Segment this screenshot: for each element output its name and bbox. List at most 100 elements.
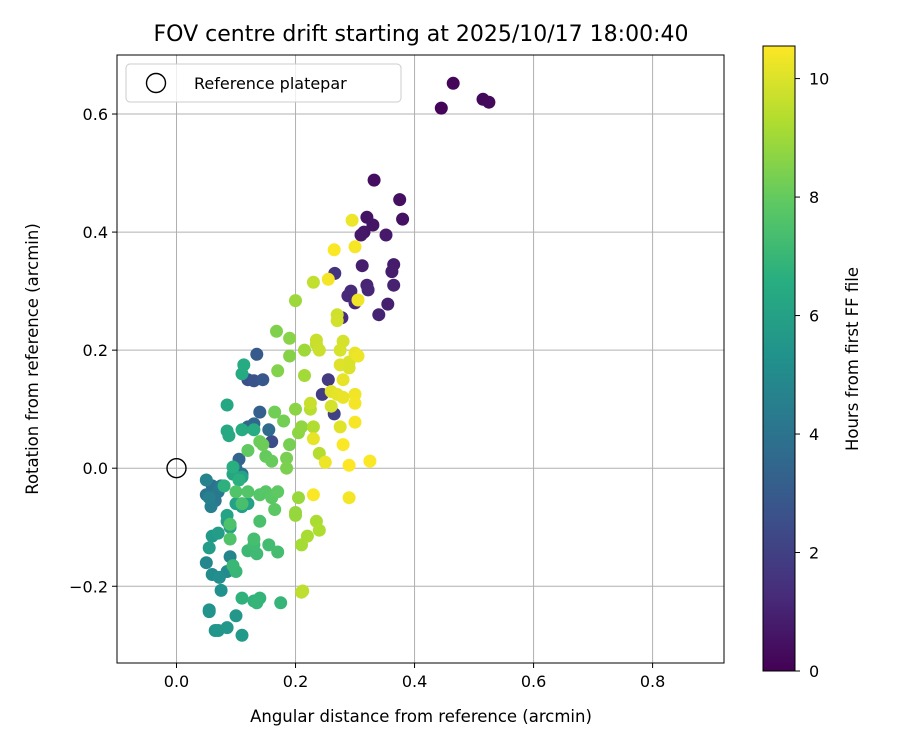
data-point — [342, 361, 356, 375]
data-point — [235, 423, 249, 437]
data-point — [277, 414, 291, 428]
data-points — [199, 76, 496, 642]
data-point — [220, 398, 234, 412]
data-point — [289, 402, 302, 416]
y-tick-label: 0.2 — [83, 341, 108, 360]
data-point — [217, 479, 231, 493]
data-point — [303, 396, 317, 410]
data-point — [351, 349, 365, 363]
data-point — [270, 324, 283, 338]
y-tick-label: 0.6 — [83, 105, 108, 124]
legend: Reference platepar — [125, 63, 402, 103]
data-point — [271, 485, 285, 499]
data-point — [253, 514, 267, 528]
data-point — [348, 415, 362, 429]
plot-frame — [116, 54, 725, 664]
data-point — [229, 485, 243, 499]
data-point — [223, 517, 237, 531]
data-point — [361, 283, 375, 297]
data-point — [222, 429, 236, 443]
data-point — [214, 583, 228, 597]
data-point — [298, 369, 311, 382]
data-point — [298, 343, 311, 357]
data-point — [306, 420, 320, 434]
data-point — [482, 95, 496, 109]
data-point — [235, 628, 249, 642]
y-tick-label: −0.2 — [69, 577, 108, 596]
data-point — [283, 349, 297, 363]
data-point — [250, 596, 264, 610]
data-point — [324, 399, 338, 413]
data-point — [289, 508, 302, 522]
data-point — [289, 294, 302, 308]
data-point — [330, 314, 344, 328]
data-point — [385, 265, 399, 279]
legend-open-circle-icon — [145, 72, 167, 94]
data-point — [271, 364, 285, 378]
data-point — [348, 387, 362, 401]
y-tick-label: 0.4 — [83, 223, 108, 242]
data-point — [333, 343, 347, 357]
x-axis-label: Angular distance from reference (arcmin) — [250, 707, 592, 726]
data-point — [199, 556, 213, 570]
data-point — [351, 293, 365, 307]
data-point — [446, 76, 460, 90]
data-point — [336, 390, 350, 404]
data-point — [363, 454, 377, 468]
data-point — [342, 458, 356, 472]
data-point — [256, 438, 270, 452]
y-tick-label: 0.0 — [83, 459, 108, 478]
data-point — [202, 541, 216, 555]
data-point — [232, 473, 246, 487]
data-point — [226, 559, 240, 573]
reference-marker — [166, 458, 187, 479]
data-point — [250, 347, 264, 361]
data-point — [393, 193, 407, 207]
colorbar-label: Hours from first FF file — [843, 267, 862, 451]
data-point — [202, 491, 216, 505]
data-point — [212, 570, 226, 584]
data-point — [336, 373, 350, 387]
data-point — [333, 420, 347, 434]
data-point — [342, 491, 356, 505]
data-point — [348, 240, 362, 254]
x-axis-ticks: 0.0 0.2 0.4 0.6 0.8 — [164, 663, 665, 691]
data-point — [247, 423, 261, 437]
data-point — [241, 444, 255, 457]
data-point — [241, 485, 255, 499]
data-point — [300, 529, 314, 543]
colorbar-tick-label: 2 — [809, 544, 819, 563]
data-point — [355, 259, 369, 273]
data-point — [312, 343, 326, 357]
data-point — [253, 405, 267, 419]
data-point — [211, 526, 225, 540]
colorbar-tick-label: 0 — [809, 662, 819, 681]
data-point — [344, 284, 358, 298]
data-point — [283, 331, 297, 345]
data-point — [268, 503, 282, 516]
x-tick-label: 0.8 — [640, 672, 665, 691]
y-axis-ticks: −0.2 0.0 0.2 0.4 0.6 — [69, 105, 117, 596]
colorbar-tick-label: 8 — [809, 188, 819, 207]
data-point — [434, 101, 448, 115]
data-point — [268, 405, 282, 419]
colorbar: 0 2 4 6 8 10 Hours from first FF file — [762, 45, 862, 681]
data-point — [318, 455, 332, 469]
x-tick-label: 0.2 — [283, 672, 308, 691]
legend-label: Reference platepar — [194, 74, 347, 93]
data-point — [202, 605, 216, 619]
data-point — [312, 523, 326, 537]
reference-platepar-point — [166, 458, 187, 479]
data-point — [237, 358, 251, 372]
data-point — [247, 532, 261, 546]
data-point — [280, 461, 294, 475]
data-point — [262, 538, 276, 552]
data-point — [379, 228, 393, 242]
data-point — [256, 373, 270, 387]
data-point — [262, 423, 276, 437]
data-point — [235, 497, 249, 511]
colorbar-tick-label: 4 — [809, 425, 819, 444]
data-point — [283, 438, 297, 452]
data-point — [229, 609, 243, 623]
data-point — [348, 396, 362, 410]
